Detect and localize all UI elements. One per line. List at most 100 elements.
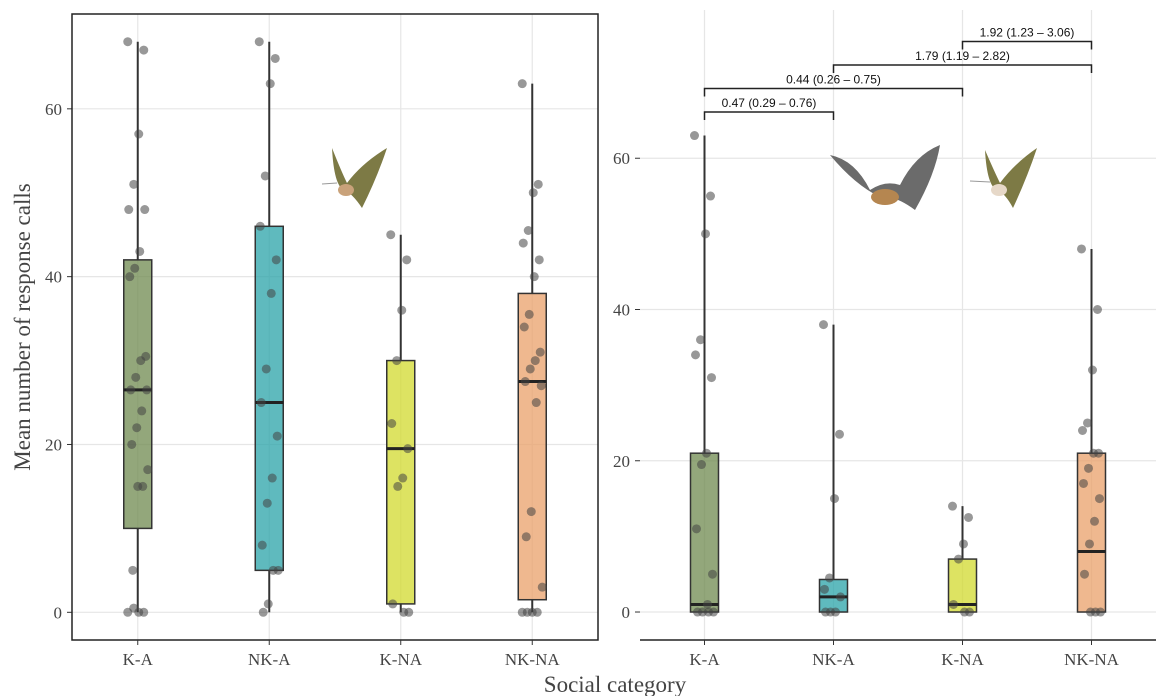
data-point xyxy=(133,482,142,491)
data-point xyxy=(135,247,144,256)
data-point xyxy=(530,272,539,281)
data-point xyxy=(257,398,266,407)
data-point xyxy=(527,507,536,516)
data-point xyxy=(387,419,396,428)
data-point xyxy=(1090,517,1099,526)
data-point xyxy=(954,555,963,564)
x-tick-label: K-A xyxy=(123,650,154,669)
data-point xyxy=(403,444,412,453)
data-point xyxy=(397,306,406,315)
data-point xyxy=(692,524,701,533)
data-point xyxy=(263,499,272,508)
data-point xyxy=(1079,479,1088,488)
x-tick-label: K-NA xyxy=(941,650,984,669)
data-point xyxy=(268,474,277,483)
data-point xyxy=(1080,570,1089,579)
data-point xyxy=(123,37,132,46)
data-point xyxy=(708,570,717,579)
data-point xyxy=(520,323,529,332)
data-point xyxy=(536,348,545,357)
data-point xyxy=(706,192,715,201)
data-point xyxy=(534,180,543,189)
data-point xyxy=(1089,449,1098,458)
y-tick-label: 40 xyxy=(613,300,630,319)
data-point xyxy=(131,373,140,382)
data-point xyxy=(259,608,268,617)
data-point xyxy=(522,532,531,541)
data-point xyxy=(137,406,146,415)
data-point xyxy=(538,583,547,592)
data-point xyxy=(707,373,716,382)
data-point xyxy=(702,449,711,458)
data-point xyxy=(398,474,407,483)
y-tick-label: 60 xyxy=(613,149,630,168)
data-point xyxy=(128,566,137,575)
annotation: 1.79 (1.19 – 2.82) xyxy=(915,49,1010,63)
y-tick-label: 40 xyxy=(45,268,62,287)
data-point xyxy=(820,585,829,594)
data-point xyxy=(518,79,527,88)
data-point xyxy=(524,226,533,235)
data-point xyxy=(521,377,530,386)
data-point xyxy=(124,205,133,214)
data-point xyxy=(130,264,139,273)
data-point xyxy=(262,364,271,373)
x-tick-label: K-NA xyxy=(380,650,423,669)
data-point xyxy=(697,460,706,469)
data-point xyxy=(132,423,141,432)
data-point xyxy=(1088,366,1097,375)
data-point xyxy=(1078,426,1087,435)
data-point xyxy=(1077,244,1086,253)
y-tick-label: 0 xyxy=(54,603,63,622)
data-point xyxy=(264,599,273,608)
box xyxy=(1078,453,1106,612)
data-point xyxy=(1085,539,1094,548)
y-tick-label: 0 xyxy=(622,603,631,622)
data-point xyxy=(261,171,270,180)
box xyxy=(387,361,415,604)
data-point xyxy=(392,356,401,365)
annotation: 0.44 (0.26 – 0.75) xyxy=(786,73,881,87)
data-point xyxy=(402,255,411,264)
figure: 0204060K-ANK-AK-NANK-NA0204060K-ANK-AK-N… xyxy=(0,0,1156,696)
data-point xyxy=(266,79,275,88)
data-point xyxy=(693,608,702,617)
data-point xyxy=(690,131,699,140)
data-point xyxy=(1084,464,1093,473)
y-tick-label: 20 xyxy=(45,435,62,454)
box xyxy=(255,226,283,570)
background xyxy=(0,0,1156,696)
data-point xyxy=(949,600,958,609)
x-tick-label: K-A xyxy=(689,650,720,669)
data-point xyxy=(830,494,839,503)
data-point xyxy=(129,180,138,189)
data-point xyxy=(696,335,705,344)
box xyxy=(518,293,546,599)
data-point xyxy=(835,430,844,439)
x-axis-label: Social category xyxy=(544,672,687,696)
data-point xyxy=(703,600,712,609)
data-point xyxy=(691,350,700,359)
data-point xyxy=(519,239,528,248)
data-point xyxy=(529,188,538,197)
data-point xyxy=(273,432,282,441)
data-point xyxy=(964,513,973,522)
data-point xyxy=(267,289,276,298)
annotation: 1.92 (1.23 – 3.06) xyxy=(980,26,1075,40)
data-point xyxy=(1086,608,1095,617)
data-point xyxy=(255,37,264,46)
x-tick-label: NK-A xyxy=(812,650,855,669)
data-point xyxy=(139,46,148,55)
y-tick-label: 60 xyxy=(45,100,62,119)
data-point xyxy=(1083,418,1092,427)
data-point xyxy=(1095,494,1104,503)
data-point xyxy=(960,608,969,617)
data-point xyxy=(127,440,136,449)
data-point xyxy=(271,54,280,63)
data-point xyxy=(525,310,534,319)
data-point xyxy=(825,573,834,582)
data-point xyxy=(532,398,541,407)
data-point xyxy=(531,356,540,365)
data-point xyxy=(388,599,397,608)
data-point xyxy=(819,320,828,329)
